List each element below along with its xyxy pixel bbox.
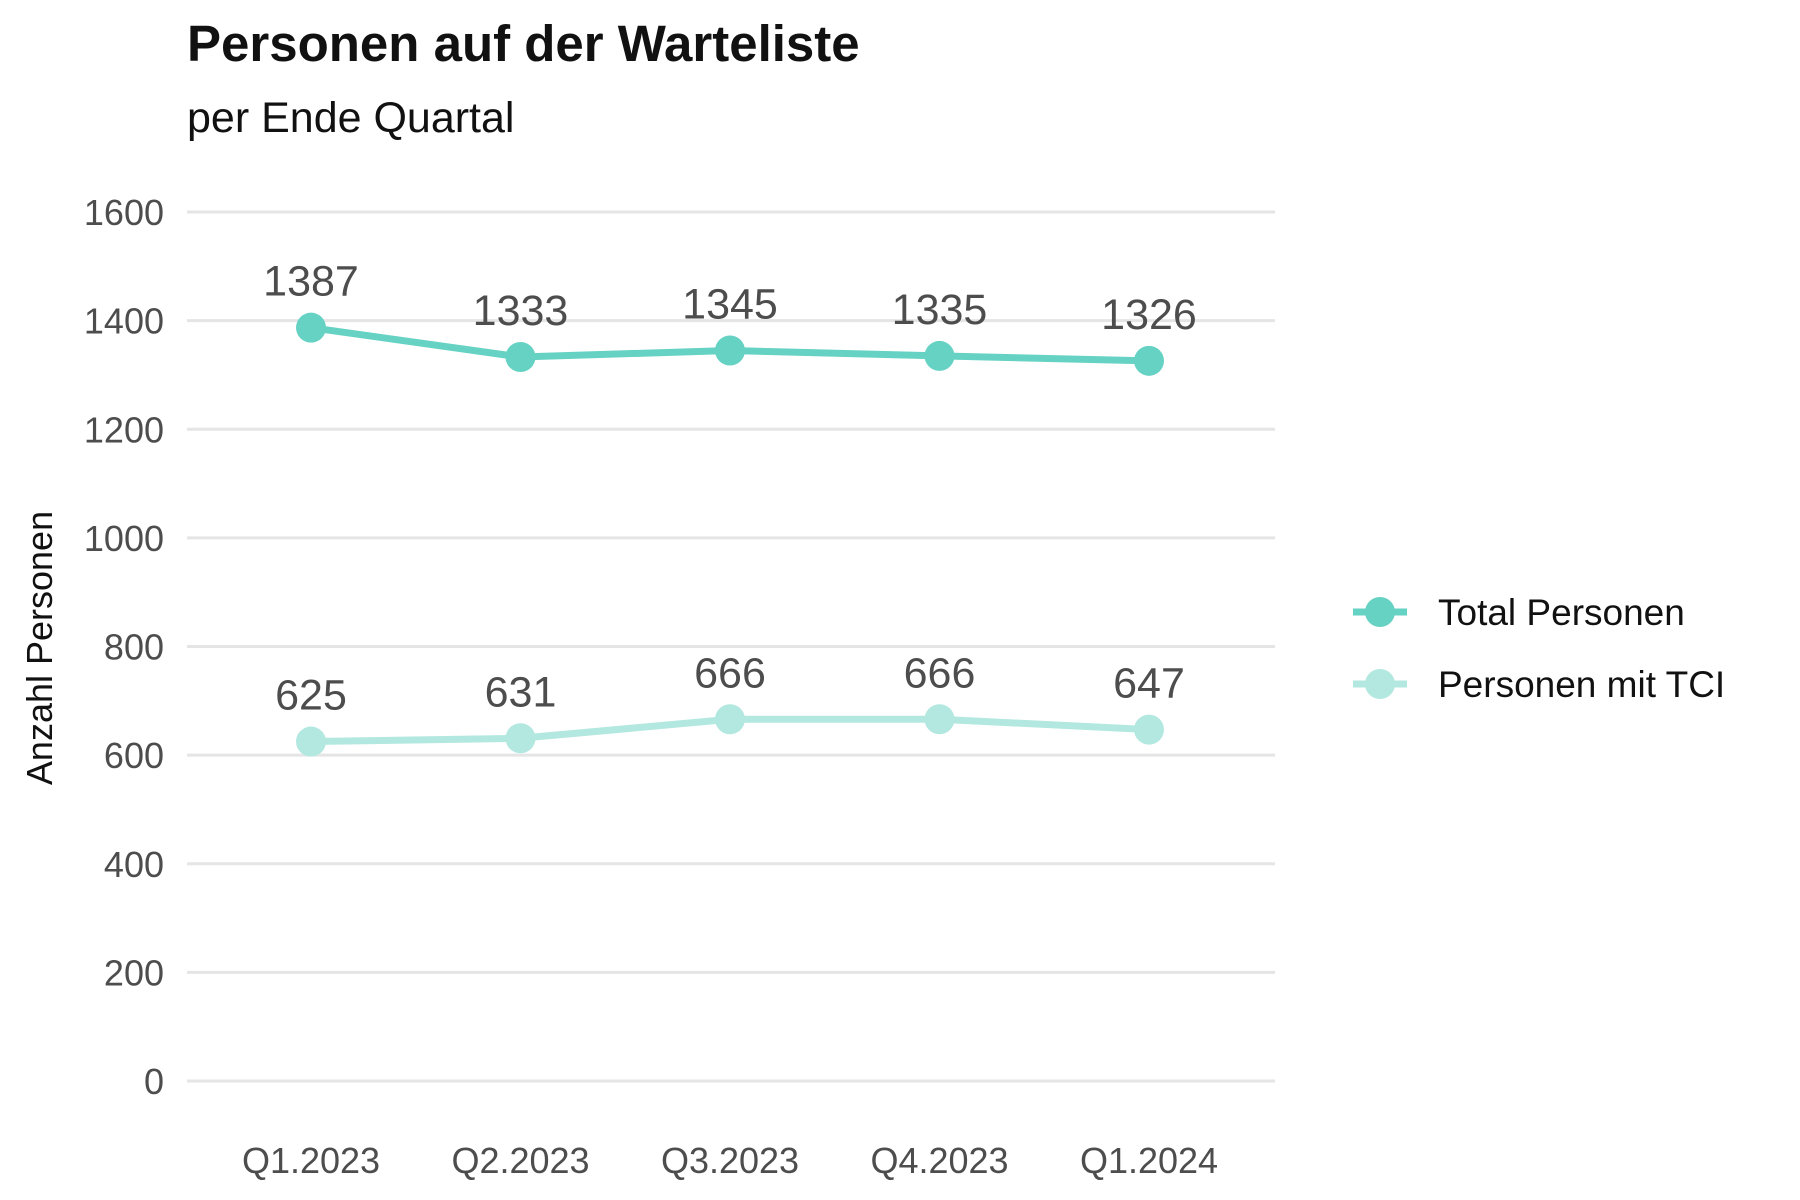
legend-key-point [1365,597,1395,627]
gridlines [187,210,1275,1083]
y-tick-label: 1600 [84,192,164,233]
data-point [505,342,536,373]
data-label: 1326 [1101,291,1197,339]
y-axis-tick-labels: 0 200 400 600 800 1000 1200 1400 1600 [84,192,164,1102]
data-label: 631 [485,668,557,716]
data-point [1134,345,1164,376]
legend-item: Personen mit TCI [1353,664,1725,705]
x-tick-label: Q3.2023 [661,1140,799,1181]
y-tick-label: 600 [104,735,164,776]
y-tick-label: 1200 [84,409,164,450]
series-1: 1387 1333 1345 1335 1326 [263,258,1197,376]
legend-label: Total Personen [1438,592,1685,633]
data-label: 666 [904,649,976,697]
x-tick-label: Q4.2023 [870,1140,1008,1181]
legend-label: Personen mit TCI [1438,664,1725,705]
data-label: 1345 [682,280,778,328]
series-2: 625 631 666 666 647 [275,649,1185,757]
y-tick-label: 800 [104,627,164,668]
data-point [924,340,955,371]
data-point [715,335,745,366]
y-tick-label: 1000 [84,518,164,559]
x-tick-label: Q1.2024 [1080,1140,1218,1181]
y-tick-label: 200 [104,952,164,993]
data-label: 1333 [473,287,569,335]
data-point [296,312,326,343]
data-point [924,704,955,735]
legend-key-point [1365,669,1395,699]
chart-title: Personen auf der Warteliste [187,15,860,72]
data-point [1134,714,1164,745]
data-label: 666 [694,649,766,697]
x-tick-label: Q1.2023 [242,1140,380,1181]
y-tick-label: 0 [144,1061,164,1102]
data-point [296,726,326,757]
data-point [715,704,745,735]
series-group: 1387 1333 1345 1335 1326 625 631 666 666 647 [263,258,1197,757]
data-point [505,723,536,754]
y-axis-title: Anzahl Personen [19,511,60,785]
data-label: 1335 [892,286,988,334]
data-label: 625 [275,672,347,720]
data-label: 1387 [263,258,359,306]
chart-subtitle: per Ende Quartal [187,94,515,142]
x-axis-tick-labels: Q1.2023 Q2.2023 Q3.2023 Q4.2023 Q1.2024 [242,1140,1218,1181]
data-label: 647 [1113,660,1185,708]
y-tick-label: 400 [104,844,164,885]
legend-item: Total Personen [1353,592,1685,633]
x-tick-label: Q2.2023 [451,1140,589,1181]
legend: Total Personen Personen mit TCI [1353,592,1725,705]
y-tick-label: 1400 [84,301,164,342]
